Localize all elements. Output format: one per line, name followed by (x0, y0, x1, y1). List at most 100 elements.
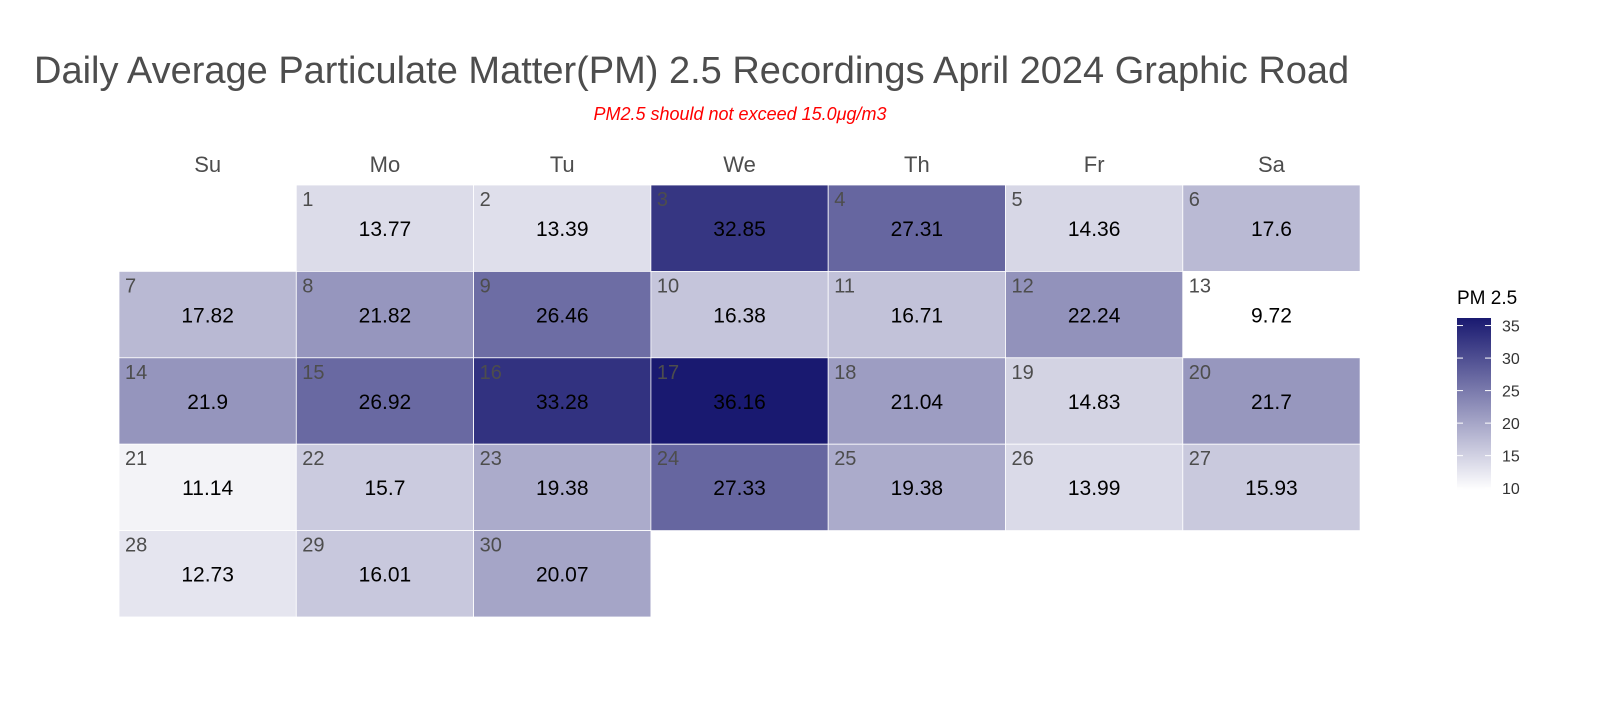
day-value-6: 17.6 (1251, 218, 1292, 241)
day-number-8: 8 (302, 275, 313, 297)
day-value-28: 12.73 (181, 564, 234, 587)
legend-tick-label-35: 35 (1502, 319, 1520, 336)
day-number-16: 16 (480, 362, 502, 384)
weekday-label-we: We (723, 152, 756, 177)
day-value-10: 16.38 (713, 304, 766, 327)
day-value-19: 14.83 (1068, 391, 1121, 414)
day-value-7: 17.82 (181, 304, 234, 327)
day-tile-17 (650, 357, 829, 445)
weekday-label-fr: Fr (1084, 152, 1105, 177)
day-value-22: 15.7 (365, 477, 406, 500)
day-value-9: 26.46 (536, 304, 589, 327)
day-number-7: 7 (125, 275, 136, 297)
day-value-15: 26.92 (359, 391, 412, 414)
legend-tick-label-30: 30 (1502, 351, 1520, 368)
day-value-5: 14.36 (1068, 218, 1121, 241)
legend-tick-label-20: 20 (1502, 416, 1520, 433)
day-number-20: 20 (1189, 362, 1211, 384)
day-tile-20 (1182, 357, 1361, 445)
day-tile-9 (473, 270, 652, 359)
day-value-12: 22.24 (1068, 304, 1121, 327)
legend-title: PM 2.5 (1457, 288, 1517, 309)
day-value-26: 13.99 (1068, 477, 1121, 500)
weekday-label-mo: Mo (370, 152, 401, 177)
day-number-15: 15 (302, 362, 324, 384)
chart-title: Daily Average Particulate Matter(PM) 2.5… (34, 50, 1350, 92)
day-number-24: 24 (657, 448, 679, 470)
day-value-3: 32.85 (713, 218, 766, 241)
legend-tick-label-15: 15 (1502, 449, 1520, 466)
day-value-29: 16.01 (359, 564, 412, 587)
day-tile-23 (473, 443, 652, 532)
day-tile-24 (650, 443, 829, 532)
day-value-17: 36.16 (713, 391, 766, 414)
day-number-30: 30 (480, 535, 502, 557)
day-tile-16 (473, 357, 652, 445)
day-number-27: 27 (1189, 448, 1211, 470)
weekday-label-sa: Sa (1258, 152, 1286, 177)
day-tile-7 (118, 270, 297, 359)
legend-tick-label-10: 10 (1502, 481, 1520, 498)
day-tile-10 (650, 270, 829, 359)
weekday-label-th: Th (904, 152, 930, 177)
day-number-1: 1 (302, 189, 313, 211)
day-number-10: 10 (657, 275, 679, 297)
day-tile-12 (1005, 270, 1184, 359)
day-number-21: 21 (125, 448, 147, 470)
day-tile-15 (295, 357, 474, 445)
day-number-23: 23 (480, 448, 502, 470)
legend-tick-label-25: 25 (1502, 384, 1520, 401)
day-value-1: 13.77 (359, 218, 412, 241)
day-value-25: 19.38 (891, 477, 944, 500)
day-number-19: 19 (1012, 362, 1034, 384)
day-number-18: 18 (834, 362, 856, 384)
day-value-24: 27.33 (713, 477, 766, 500)
day-tile-14 (118, 357, 297, 445)
day-value-16: 33.28 (536, 391, 589, 414)
day-tile-18 (827, 357, 1006, 445)
legend-colorbar (1457, 318, 1491, 490)
day-value-30: 20.07 (536, 564, 589, 587)
day-tile-25 (827, 443, 1006, 532)
day-tile-8 (295, 270, 474, 359)
day-value-2: 13.39 (536, 218, 589, 241)
day-number-4: 4 (834, 189, 845, 211)
day-value-23: 19.38 (536, 477, 589, 500)
day-number-2: 2 (480, 189, 491, 211)
day-number-22: 22 (302, 448, 324, 470)
day-tile-13 (1182, 270, 1361, 359)
day-value-11: 16.71 (891, 304, 944, 327)
day-value-8: 21.82 (359, 304, 412, 327)
day-value-4: 27.31 (891, 218, 944, 241)
day-value-20: 21.7 (1251, 391, 1292, 414)
day-tile-11 (827, 270, 1006, 359)
day-number-13: 13 (1189, 275, 1211, 297)
day-tile-27 (1182, 443, 1361, 532)
weekday-label-su: Su (194, 152, 221, 177)
day-number-11: 11 (834, 275, 855, 297)
day-number-5: 5 (1012, 189, 1023, 211)
day-value-14: 21.9 (187, 391, 228, 414)
weekday-label-tu: Tu (550, 152, 575, 177)
day-number-17: 17 (657, 362, 679, 384)
day-tile-30 (473, 530, 652, 618)
day-number-26: 26 (1012, 448, 1034, 470)
day-number-3: 3 (657, 189, 668, 211)
day-tile-29 (295, 530, 474, 618)
chart-subtitle: PM2.5 should not exceed 15.0μg/m3 (593, 104, 887, 124)
day-number-12: 12 (1012, 275, 1034, 297)
day-tile-26 (1005, 443, 1184, 532)
day-value-21: 11.14 (182, 477, 233, 500)
day-tile-28 (118, 530, 297, 618)
day-value-27: 15.93 (1245, 477, 1298, 500)
day-number-6: 6 (1189, 189, 1200, 211)
day-number-28: 28 (125, 535, 147, 557)
day-number-25: 25 (834, 448, 856, 470)
day-tile-22 (295, 443, 474, 532)
day-number-9: 9 (480, 275, 491, 297)
day-tile-1 (295, 184, 474, 272)
day-tile-19 (1005, 357, 1184, 445)
day-value-13: 9.72 (1251, 304, 1292, 327)
